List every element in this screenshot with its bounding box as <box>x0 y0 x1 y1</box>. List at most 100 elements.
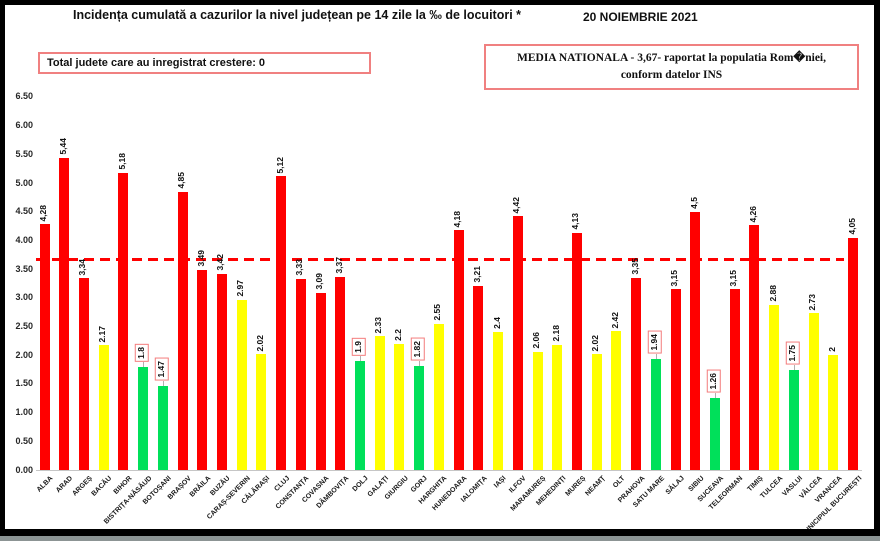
bar-value-label: 3,49 <box>195 250 206 267</box>
x-axis-line <box>36 470 862 471</box>
y-axis-tick-label: 5.00 <box>15 177 33 188</box>
growth-info-text: Total judete care au inregistrat crester… <box>47 57 266 69</box>
bar-value-label: 2.2 <box>392 328 403 341</box>
bar-value-label: 2.73 <box>807 293 818 311</box>
x-axis-category-label-text: OLT <box>611 475 627 490</box>
bar <box>808 313 819 470</box>
x-axis-category-label-text: NEAMȚ <box>584 475 607 498</box>
bar-value-label: 4,13 <box>570 213 581 230</box>
window-edge-strip <box>0 536 880 541</box>
bar <box>512 216 523 470</box>
bar-value-label: 4,05 <box>846 217 857 235</box>
bar <box>670 289 681 470</box>
bar <box>197 269 208 470</box>
bar <box>709 397 720 470</box>
bar <box>315 292 326 470</box>
x-axis-category-label-text: ALBA <box>35 475 55 494</box>
bar-value-label: 2.97 <box>235 279 246 297</box>
bar <box>631 277 642 470</box>
bar-value-label: 2.02 <box>254 334 265 352</box>
bar-value-label: 1.47 <box>154 358 169 381</box>
bar <box>591 354 602 470</box>
y-axis-tick-label: 1.50 <box>15 378 33 389</box>
x-axis-category-label-text: TIMIȘ <box>746 475 765 494</box>
bar <box>769 304 780 470</box>
frame-border-bottom <box>0 529 880 536</box>
bar-value-label: 1.8 <box>135 343 149 362</box>
bar-value-label: 4,18 <box>452 210 463 228</box>
frame-border-top <box>0 0 880 5</box>
bar <box>295 278 306 470</box>
bar-value-label: 3,42 <box>215 254 226 271</box>
y-axis-tick-label: 2.00 <box>15 349 33 360</box>
x-axis-category-label-text: ARGEȘ <box>71 475 94 498</box>
bar-value-label: 2.18 <box>550 325 561 342</box>
bar <box>788 369 799 470</box>
bar <box>552 344 563 470</box>
bar-value-label: 2.88 <box>767 285 778 302</box>
bar-value-label: 2.42 <box>609 311 620 329</box>
bar <box>276 176 287 470</box>
bar-value-label: 3,21 <box>471 266 482 283</box>
x-axis-category-label-text: IAȘI <box>493 475 508 490</box>
bar-value-label: 4,28 <box>38 204 48 222</box>
y-axis-tick-label: 5.50 <box>15 148 33 159</box>
bar <box>216 273 227 470</box>
bar <box>650 358 661 470</box>
bar-value-label: 3,33 <box>294 259 305 276</box>
bar <box>236 299 247 470</box>
bar-value-label: 1.82 <box>411 338 425 361</box>
label-leader-line <box>360 355 362 361</box>
y-axis-tick-label: 4.50 <box>15 206 33 217</box>
bar <box>571 232 582 470</box>
bar-value-label: 3,15 <box>669 269 680 287</box>
label-leader-line <box>714 392 716 398</box>
x-axis-category-label-text: DOLJ <box>351 475 370 494</box>
frame-border-right <box>874 0 880 536</box>
growth-info-box: Total judete care au inregistrat crester… <box>38 52 371 74</box>
bar-value-label: 4,42 <box>511 196 522 214</box>
y-axis-tick-label: 6.00 <box>15 120 33 131</box>
y-axis-tick-label: 2.50 <box>15 321 33 331</box>
bar <box>177 191 188 470</box>
bar <box>493 332 504 470</box>
y-axis-tick-label: 3.50 <box>15 263 33 274</box>
bar <box>256 354 267 470</box>
frame-border-left <box>0 0 5 536</box>
bar-value-label: 3,35 <box>629 258 640 275</box>
bar <box>118 172 129 470</box>
report-date: 20 NOIEMBRIE 2021 <box>583 10 698 24</box>
bar <box>157 385 168 470</box>
bar-value-label: 2.17 <box>97 325 108 343</box>
bar <box>414 365 425 470</box>
national-average-box: MEDIA NATIONALA - 3,67- raportat la popu… <box>484 44 859 90</box>
bar <box>39 224 50 470</box>
label-leader-line <box>655 353 657 359</box>
bar-value-label: 5,18 <box>116 153 127 170</box>
bar-value-label: 2 <box>826 347 837 353</box>
bar-value-label: 1.9 <box>352 338 366 356</box>
bar <box>374 336 385 470</box>
bar-value-label: 1.94 <box>647 331 662 354</box>
label-leader-line <box>143 361 145 367</box>
bar-value-label: 2.02 <box>590 334 601 352</box>
bar-value-label: 2.55 <box>432 304 443 321</box>
bar-value-label: 5,44 <box>57 138 68 155</box>
national-average-line2: conform datelor INS <box>620 69 723 81</box>
bar <box>433 323 444 470</box>
bar <box>690 211 701 470</box>
page-title: Incidența cumulată a cazurilor la nivel … <box>72 8 522 22</box>
bar-value-label: 3,15 <box>728 269 739 287</box>
bar <box>355 360 366 470</box>
bar-value-label: 3,34 <box>77 258 88 276</box>
bar <box>473 285 484 470</box>
label-leader-line <box>793 364 795 370</box>
y-axis-tick-label: 0.50 <box>15 435 33 446</box>
bar <box>98 345 109 470</box>
bar <box>59 157 70 470</box>
bar-value-label: 2.33 <box>373 316 384 334</box>
bar-value-label: 2.4 <box>491 317 502 330</box>
x-axis-category-label-text: BACĂU <box>90 475 114 498</box>
